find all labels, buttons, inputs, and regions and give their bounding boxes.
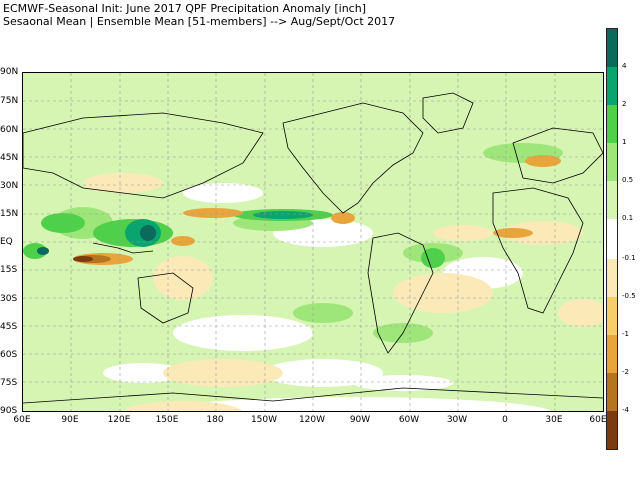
colorbar-seg-m1-2 — [607, 335, 617, 373]
colorbar-label-m0-5: -0.5 — [622, 292, 636, 300]
lon-label-30w: 30W — [446, 415, 468, 425]
colorbar-label-0-5: 0.5 — [622, 176, 634, 184]
lon-label-90e: 90E — [61, 415, 79, 425]
europe-outline — [512, 127, 603, 184]
colorbar-seg-05-1 — [607, 143, 617, 181]
colorbar-label-m1: -1 — [622, 330, 629, 338]
colorbar — [606, 28, 618, 450]
indonesia-outline — [92, 242, 154, 254]
lat-label-15s: 15S — [0, 265, 18, 275]
lat-label-30s: 30S — [0, 294, 18, 304]
lat-label-45s: 45S — [0, 322, 18, 332]
colorbar-seg-m01-05 — [607, 259, 617, 297]
north-america-outline — [282, 102, 424, 214]
chart-title: ECMWF-Seasonal Init: June 2017 QPF Preci… — [3, 2, 395, 28]
colorbar-seg-neutral — [607, 219, 617, 259]
africa-outline — [492, 187, 584, 314]
colorbar-label-2: 2 — [622, 100, 627, 108]
lat-label-eq: EQ — [0, 237, 13, 247]
lat-label-60n: 60N — [0, 125, 19, 135]
lat-label-90n: 90N — [0, 67, 19, 77]
lon-label-120w: 120W — [298, 415, 326, 425]
eurasia-outline — [23, 112, 264, 199]
lat-label-60s: 60S — [0, 350, 18, 360]
south-america-outline — [367, 232, 434, 354]
lon-label-180: 180 — [206, 415, 224, 425]
colorbar-seg-1-2 — [607, 105, 617, 143]
colorbar-label-m0-1: -0.1 — [622, 254, 636, 262]
title-line-2: Sesaonal Mean | Ensemble Mean [51-member… — [3, 15, 396, 28]
colorbar-seg-gt4 — [607, 29, 617, 67]
lat-label-90s: 90S — [0, 406, 18, 416]
lat-label-75n: 75N — [0, 96, 19, 106]
colorbar-seg-2-4 — [607, 67, 617, 105]
lon-label-90w: 90W — [349, 415, 371, 425]
lon-label-60e-right: 60E — [589, 415, 607, 425]
colorbar-seg-m05-1 — [607, 297, 617, 335]
lat-label-15n: 15N — [0, 209, 19, 219]
colorbar-label-m2: -2 — [622, 368, 629, 376]
australia-outline — [137, 272, 194, 324]
colorbar-label-1: 1 — [622, 138, 627, 146]
anomaly-fields — [23, 143, 603, 411]
lat-label-75s: 75S — [0, 378, 18, 388]
colorbar-label-4: 4 — [622, 62, 627, 70]
precip-anomaly-map — [23, 73, 603, 411]
antarctica-outline — [23, 387, 603, 404]
lon-label-150w: 150W — [250, 415, 278, 425]
coastlines — [23, 92, 603, 404]
lon-label-60w: 60W — [398, 415, 420, 425]
colorbar-seg-lt4 — [607, 411, 617, 449]
lon-label-60e: 60E — [13, 415, 31, 425]
colorbar-label-m4: -4 — [622, 406, 629, 414]
lon-label-150e: 150E — [155, 415, 179, 425]
greenland-outline — [422, 92, 474, 134]
lat-label-30n: 30N — [0, 181, 19, 191]
colorbar-label-0-1: 0.1 — [622, 214, 634, 222]
lat-label-45n: 45N — [0, 153, 19, 163]
lon-label-30e: 30E — [545, 415, 563, 425]
lon-label-0: 0 — [502, 415, 508, 425]
map-panel — [22, 72, 604, 412]
lon-label-120e: 120E — [107, 415, 131, 425]
graticule — [23, 73, 603, 411]
colorbar-seg-01-05 — [607, 181, 617, 219]
title-line-1: ECMWF-Seasonal Init: June 2017 QPF Preci… — [3, 2, 366, 15]
colorbar-seg-m2-4 — [607, 373, 617, 411]
